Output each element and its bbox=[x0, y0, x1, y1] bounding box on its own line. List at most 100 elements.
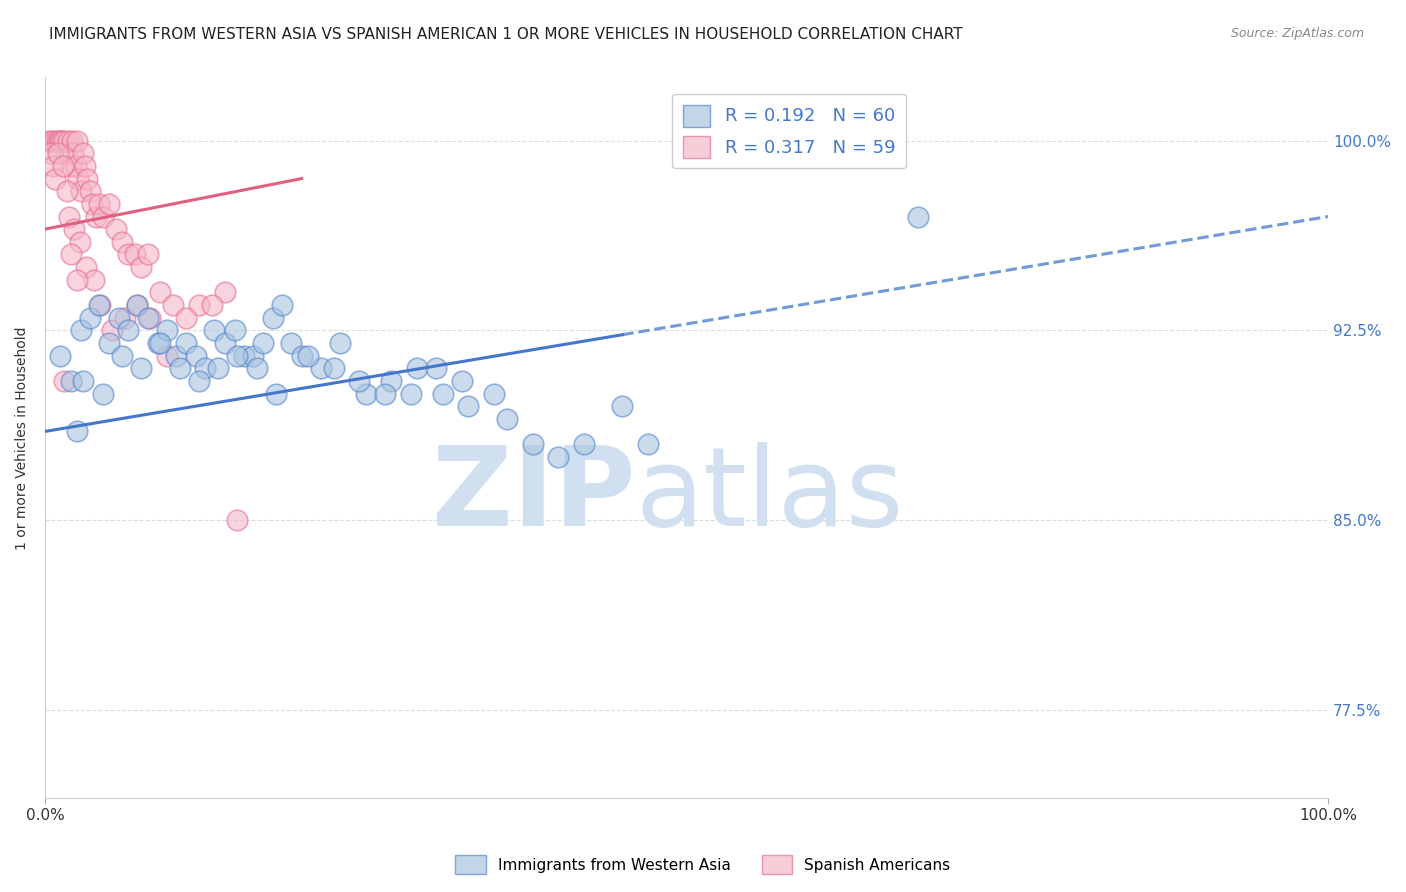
Point bbox=[59, 247, 82, 261]
Point bbox=[149, 335, 172, 350]
Point bbox=[104, 222, 127, 236]
Point bbox=[76, 171, 98, 186]
Point bbox=[127, 298, 149, 312]
Point bbox=[108, 310, 131, 325]
Point bbox=[49, 349, 72, 363]
Point bbox=[87, 298, 110, 312]
Point bbox=[149, 285, 172, 300]
Point bbox=[127, 298, 149, 312]
Point bbox=[48, 134, 70, 148]
Point bbox=[522, 437, 544, 451]
Point bbox=[98, 197, 121, 211]
Point bbox=[194, 361, 217, 376]
Point bbox=[100, 323, 122, 337]
Point bbox=[201, 298, 224, 312]
Point bbox=[82, 197, 104, 211]
Point bbox=[84, 210, 107, 224]
Text: ZIP: ZIP bbox=[432, 442, 636, 549]
Point bbox=[139, 310, 162, 325]
Point bbox=[91, 386, 114, 401]
Point bbox=[65, 159, 87, 173]
Point bbox=[91, 210, 114, 224]
Point bbox=[214, 335, 236, 350]
Point bbox=[70, 323, 93, 337]
Point bbox=[56, 184, 79, 198]
Point bbox=[98, 335, 121, 350]
Point bbox=[242, 349, 264, 363]
Point bbox=[41, 134, 63, 148]
Point bbox=[66, 273, 89, 287]
Y-axis label: 1 or more Vehicles in Household: 1 or more Vehicles in Household bbox=[15, 326, 30, 549]
Point bbox=[67, 171, 90, 186]
Point bbox=[53, 134, 76, 148]
Point bbox=[214, 285, 236, 300]
Point bbox=[349, 374, 371, 388]
Point bbox=[146, 335, 169, 350]
Point bbox=[188, 374, 211, 388]
Point bbox=[59, 159, 82, 173]
Point bbox=[49, 134, 72, 148]
Point bbox=[124, 247, 146, 261]
Point bbox=[637, 437, 659, 451]
Point bbox=[425, 361, 447, 376]
Point bbox=[66, 425, 89, 439]
Point bbox=[264, 386, 287, 401]
Point bbox=[457, 399, 479, 413]
Point bbox=[374, 386, 396, 401]
Point bbox=[89, 298, 111, 312]
Point bbox=[186, 349, 208, 363]
Point bbox=[224, 323, 246, 337]
Point bbox=[291, 349, 314, 363]
Point bbox=[572, 437, 595, 451]
Point bbox=[406, 361, 429, 376]
Point bbox=[79, 310, 101, 325]
Text: Source: ZipAtlas.com: Source: ZipAtlas.com bbox=[1230, 27, 1364, 40]
Point bbox=[246, 361, 269, 376]
Point bbox=[58, 210, 80, 224]
Point bbox=[60, 134, 83, 148]
Point bbox=[39, 146, 62, 161]
Point bbox=[482, 386, 505, 401]
Legend: R = 0.192   N = 60, R = 0.317   N = 59: R = 0.192 N = 60, R = 0.317 N = 59 bbox=[672, 94, 905, 169]
Point bbox=[62, 146, 84, 161]
Point bbox=[72, 374, 94, 388]
Point bbox=[75, 260, 97, 274]
Point bbox=[322, 361, 344, 376]
Point bbox=[42, 134, 65, 148]
Point bbox=[162, 298, 184, 312]
Point bbox=[174, 335, 197, 350]
Point bbox=[136, 247, 159, 261]
Point bbox=[432, 386, 454, 401]
Point bbox=[111, 349, 134, 363]
Point bbox=[45, 134, 67, 148]
Point bbox=[271, 298, 294, 312]
Point bbox=[56, 134, 79, 148]
Point bbox=[72, 146, 94, 161]
Point bbox=[202, 323, 225, 337]
Point bbox=[53, 374, 76, 388]
Point bbox=[52, 159, 75, 173]
Point bbox=[46, 146, 69, 161]
Point bbox=[114, 310, 136, 325]
Point bbox=[262, 310, 284, 325]
Point bbox=[907, 210, 929, 224]
Point bbox=[59, 374, 82, 388]
Point bbox=[79, 184, 101, 198]
Point bbox=[73, 159, 96, 173]
Point bbox=[69, 235, 91, 249]
Point bbox=[111, 235, 134, 249]
Point bbox=[129, 361, 152, 376]
Text: IMMIGRANTS FROM WESTERN ASIA VS SPANISH AMERICAN 1 OR MORE VEHICLES IN HOUSEHOLD: IMMIGRANTS FROM WESTERN ASIA VS SPANISH … bbox=[49, 27, 963, 42]
Point bbox=[87, 197, 110, 211]
Point bbox=[136, 310, 159, 325]
Point bbox=[451, 374, 474, 388]
Point bbox=[252, 335, 274, 350]
Text: atlas: atlas bbox=[636, 442, 904, 549]
Point bbox=[51, 134, 73, 148]
Point bbox=[165, 349, 187, 363]
Point bbox=[156, 323, 179, 337]
Point bbox=[129, 260, 152, 274]
Point bbox=[612, 399, 634, 413]
Point bbox=[329, 335, 352, 350]
Point bbox=[70, 184, 93, 198]
